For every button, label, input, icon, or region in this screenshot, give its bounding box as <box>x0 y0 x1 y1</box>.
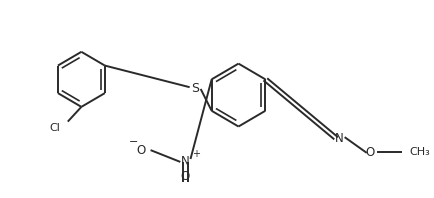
Text: N: N <box>181 155 190 168</box>
Text: O: O <box>181 170 190 183</box>
Text: −: − <box>129 137 138 147</box>
Text: O: O <box>136 144 145 157</box>
Text: O: O <box>365 146 375 159</box>
Text: CH₃: CH₃ <box>409 147 430 157</box>
Text: N: N <box>335 132 344 145</box>
Text: S: S <box>191 82 199 95</box>
Text: +: + <box>192 149 200 159</box>
Text: Cl: Cl <box>49 123 60 132</box>
